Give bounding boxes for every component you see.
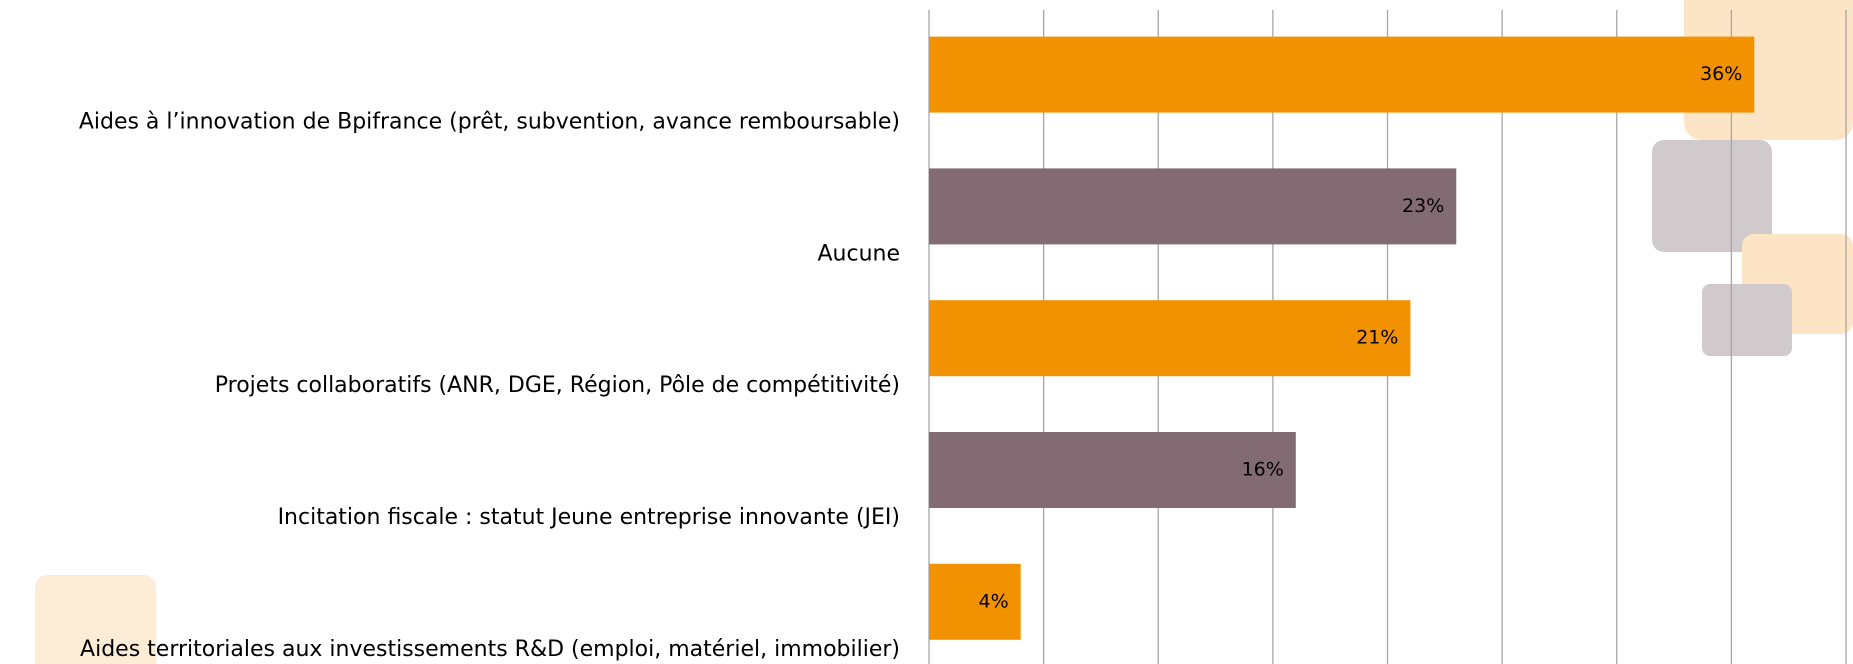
bar [929, 300, 1411, 377]
value-label: 36% [1700, 63, 1742, 85]
value-label: 4% [979, 590, 1009, 612]
category-label: Aides à l’innovation de Bpifrance (prêt,… [79, 110, 900, 135]
category-label: Aucune [817, 241, 900, 266]
bar [929, 432, 1296, 508]
category-label: Incitation fiscale : statut Jeune entrep… [278, 505, 900, 530]
bar [929, 168, 1457, 245]
category-label: Projets collaboratifs (ANR, DGE, Région,… [215, 373, 900, 398]
bar [929, 563, 1021, 640]
value-label: 16% [1242, 459, 1284, 481]
value-label: 23% [1402, 195, 1444, 217]
bar [929, 36, 1755, 113]
value-label: 21% [1356, 327, 1398, 349]
category-label: Aides territoriales aux investissements … [80, 637, 900, 662]
